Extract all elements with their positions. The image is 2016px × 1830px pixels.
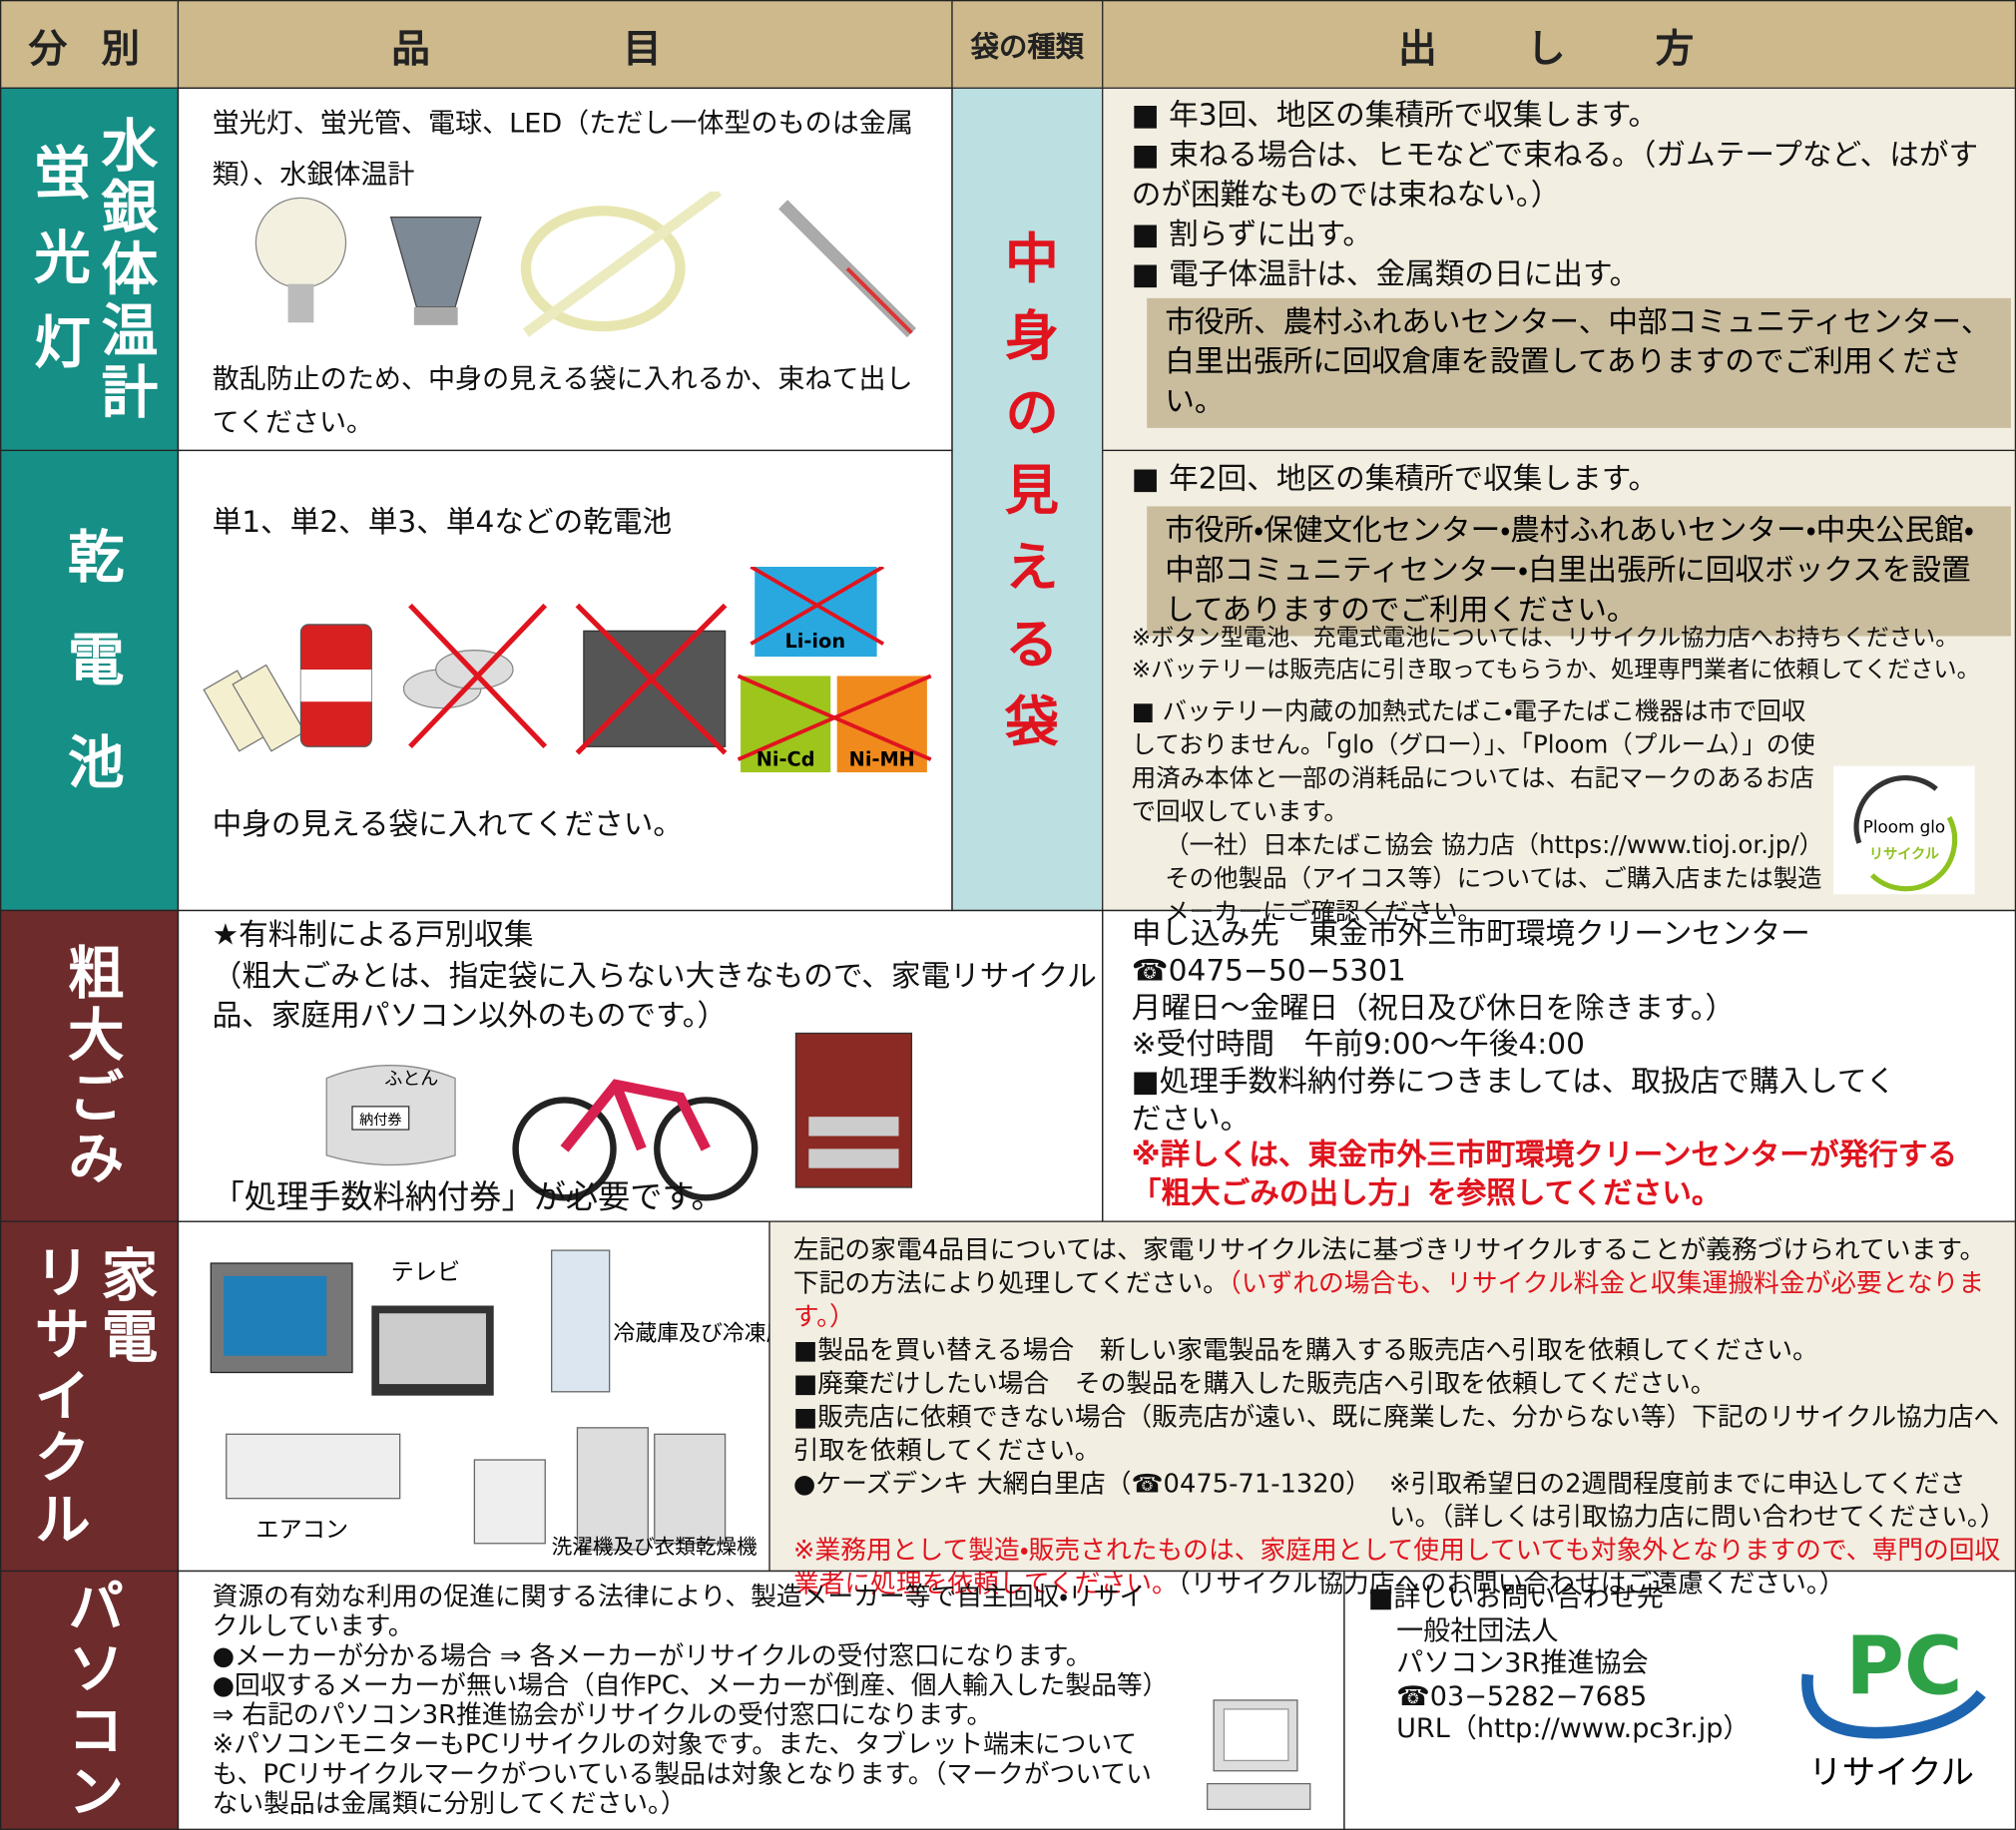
- illustration: ふとん 納付券: [325, 1032, 913, 1201]
- illustration: テレビ 冷蔵庫及び冷凍庫 エアコン 洗濯機及び衣類乾燥機: [210, 1249, 770, 1559]
- category-cell: 水銀体温計 蛍光灯: [0, 87, 180, 452]
- info-box: 市役所、農村ふれあいセンター、中部コミュニティセンター、白里出張所に回収倉庫を設…: [1147, 297, 2011, 429]
- method-text: ■ 年3回、地区の集積所で収集します。: [1131, 99, 1659, 133]
- pc-illustration: [1207, 1699, 1311, 1811]
- intro-note: （いずれの場合も、リサイクル料金と収集運搬料金が必要となります。）: [792, 1266, 1985, 1332]
- items-cell: テレビ 冷蔵庫及び冷凍庫 エアコン 洗濯機及び衣類乾燥機: [177, 1220, 770, 1573]
- caption: 洗濯機及び衣類乾燥機: [552, 1535, 757, 1559]
- contact-text: パソコン3R推進協会: [1396, 1647, 1649, 1679]
- items-text: 蛍光灯、蛍光管、電球、LED（ただし一体型のものは金属類）、水銀体温計: [212, 108, 913, 191]
- method-text: ■ 束ねる場合は、ヒモなどで束ねる。（ガムテープなど、はがすのが困難なものでは束…: [1131, 139, 1979, 213]
- category-label: 乾電池: [57, 526, 124, 835]
- items-cell: 蛍光灯、蛍光管、電球、LED（ただし一体型のものは金属類）、水銀体温計 散乱防止…: [177, 87, 953, 452]
- intro-text: 左記の家電4品目については、家電リサイクル法に基づきリサイクルすることが義務づけ…: [792, 1233, 1986, 1298]
- header-cell: 出 し 方: [1102, 0, 2016, 89]
- header-cell: 品 目: [177, 0, 953, 89]
- method-cell: ■ 年3回、地区の集積所で収集します。 ■ 束ねる場合は、ヒモなどで束ねる。（ガ…: [1102, 87, 2016, 452]
- method-text: ☎0475−50−5301: [1131, 954, 1406, 989]
- items-text: 資源の有効な利用の促進に関する法律により、製造メーカー等で自主回収・リサイクルし…: [212, 1581, 1146, 1641]
- shop-text: ●ケーズデンキ 大網白里店（☎0475-71-1320）: [792, 1467, 1371, 1499]
- items-text: ●メーカーが分かる場合 ⇒ 各メーカーがリサイクルの受付窓口になります。: [212, 1639, 1092, 1671]
- method-text: ■ 年2回、地区の集積所で収集します。: [1131, 462, 1659, 497]
- contact-text: ☎03−5282−7685: [1396, 1680, 1648, 1712]
- method-text: ■製品を買い替える場合 新しい家電製品を購入する販売店へ引取を依頼してください。: [792, 1333, 1818, 1365]
- items-cell: 資源の有効な利用の促進に関する法律により、製造メーカー等で自主回収・リサイクルし…: [177, 1570, 1345, 1830]
- items-cell: ★有料制による戸別収集 （粗大ごみとは、指定袋に入らない大きなもので、家電リサイ…: [177, 909, 1104, 1222]
- logo-text: リサイクル: [1808, 1753, 1974, 1792]
- category-label: 蛍光灯: [23, 142, 90, 397]
- tobacco-text: ■ バッテリー内蔵の加熱式たばこ・電子たばこ機器は市で回収しておりません。「gl…: [1131, 697, 1815, 827]
- items-text: ●回収するメーカーが無い場合（自作PC、メーカーが倒産、個人輸入した製品等）⇒ …: [212, 1668, 1156, 1730]
- method-text: ■処理手数料納付券につきましては、取扱店で購入してください。: [1131, 1065, 1896, 1137]
- note-text: ※バッテリーは販売店に引き取ってもらうか、処理専門業者に依頼してください。: [1131, 657, 1980, 685]
- header-cell: 分 別: [0, 0, 180, 89]
- contact-text: URL（http://www.pc3r.jp）: [1396, 1713, 1751, 1745]
- bag-cell: 中身の見える袋: [951, 87, 1104, 912]
- logo-text: Ploom glo: [1863, 817, 1945, 837]
- logo-text: PC: [1845, 1619, 1962, 1712]
- items-text: （粗大ごみとは、指定袋に入らない大きなもので、家電リサイクル品、家庭用パソコン以…: [212, 959, 1097, 1035]
- items-text: 散乱防止のため、中身の見える袋に入れるか、束ねて出してください。: [212, 363, 913, 438]
- note-text: ※業務用として製造・販売されたものは、家庭用として使用していても対象外となります…: [792, 1534, 2001, 1600]
- logo-text: リサイクル: [1869, 846, 1939, 862]
- info-box: 市役所・保健文化センター・農村ふれあいセンター・中央公民館・中部コミュニティセン…: [1147, 506, 2011, 637]
- tobacco-text: （一社）日本たばこ協会 協力店（https://www.tioj.or.jp/）: [1165, 831, 1824, 860]
- item-label: ふとん: [384, 1069, 438, 1090]
- method-text: ※受付時間 午前9:00〜午後4:00: [1131, 1028, 1585, 1063]
- method-text: ■廃棄だけしたい場合 その製品を購入した販売店へ引取を依頼してください。: [792, 1367, 1717, 1399]
- caption: エアコン: [255, 1516, 348, 1543]
- category-label: 粗大ごみ: [57, 942, 124, 1189]
- method-text: ■ 割らずに出す。: [1131, 219, 1372, 252]
- method-cell: 申し込み先 東金市外三市町環境クリーンセンター ☎0475−50−5301 月曜…: [1102, 909, 2016, 1222]
- method-text: 月曜日〜金曜日（祝日及び休日を除きます。）: [1131, 991, 1736, 1026]
- category-cell: 家電 リサイクル: [0, 1220, 180, 1573]
- items-text: 「処理手数料納付券」が必要です。: [212, 1178, 724, 1216]
- ploom-logo: Ploom glo リサイクル: [1833, 765, 1975, 895]
- contact-text: 一般社団法人: [1396, 1614, 1559, 1646]
- note-text: ※詳しくは、東金市外三市町環境クリーンセンターが発行する「粗大ごみの出し方」を参…: [1131, 1139, 1958, 1211]
- category-label: パソコン: [57, 1577, 124, 1824]
- badge-label: Ni-MH: [849, 748, 915, 771]
- badge-label: Ni-Cd: [756, 748, 815, 771]
- category-label: リサイクル: [23, 1241, 90, 1551]
- items-cell: 単1、単2、単3、単4などの乾電池 Li-ion Ni-Cd Ni-MH 中身の…: [177, 449, 953, 912]
- contact-cell: ■詳しいお問い合わせ先 一般社団法人 パソコン3R推進協会 ☎03−5282−7…: [1343, 1570, 2016, 1830]
- contact-text: ■詳しいお問い合わせ先: [1367, 1582, 1664, 1613]
- note-tail: （リサイクル協力店へのお問い合わせはご遠慮ください。）: [1177, 1568, 1845, 1600]
- method-text: ■ 電子体温計は、金属類の日に出す。: [1131, 258, 1640, 292]
- bag-type: 中身の見える袋: [996, 229, 1060, 769]
- items-text: 中身の見える袋に入れてください。: [212, 808, 684, 842]
- method-cell: 左記の家電4品目については、家電リサイクル法に基づきリサイクルすることが義務づけ…: [768, 1220, 2016, 1599]
- category-cell: 粗大ごみ: [0, 909, 180, 1222]
- badge-label: Li-ion: [784, 630, 845, 653]
- pc-logo: PC リサイクル: [1801, 1619, 1986, 1792]
- shop-note: ※引取希望日の2週間程度前までに申込してください。（詳しくは引取協力店に問い合わ…: [1388, 1467, 2006, 1533]
- tobacco-text: その他製品（アイコス等）については、ご購入店または製造メーカーにご確認ください。: [1165, 864, 1822, 927]
- method-cell: ■ 年2回、地区の集積所で収集します。 市役所・保健文化センター・農村ふれあいセ…: [1102, 449, 2016, 927]
- category-label: 水銀体温計: [91, 115, 158, 424]
- category-cell: パソコン: [0, 1570, 180, 1830]
- caption: テレビ: [391, 1259, 461, 1286]
- category-label: 家電: [91, 1244, 158, 1369]
- method-text: ■販売店に依頼できない場合（販売店が遠い、既に廃業した、分からない等）下記のリサ…: [792, 1400, 2000, 1466]
- illustration: [254, 191, 916, 338]
- items-text: ※パソコンモニターもPCリサイクルの対象です。また、タブレット端末についても、P…: [212, 1728, 1152, 1819]
- items-text: ★有料制による戸別収集: [212, 918, 534, 953]
- caption: 冷蔵庫及び冷凍庫: [614, 1321, 770, 1346]
- method-text: 申し込み先 東金市外三市町環境クリーンセンター: [1131, 917, 1810, 952]
- intro-text: 左記の家電4品目については、家電リサイクル法に基づきリサイクルすることが義務づけ…: [793, 1232, 2002, 1332]
- category-cell: 乾電池: [0, 449, 180, 912]
- items-text: 単1、単2、単3、単4などの乾電池: [212, 506, 673, 540]
- illustration: Li-ion Ni-Cd Ni-MH: [203, 566, 932, 773]
- item-label: 納付券: [359, 1113, 401, 1129]
- note-text: ※ボタン型電池、充電式電池については、リサイクル協力店へお持ちください。: [1131, 624, 1959, 652]
- header-cell: 袋の種類: [951, 0, 1104, 89]
